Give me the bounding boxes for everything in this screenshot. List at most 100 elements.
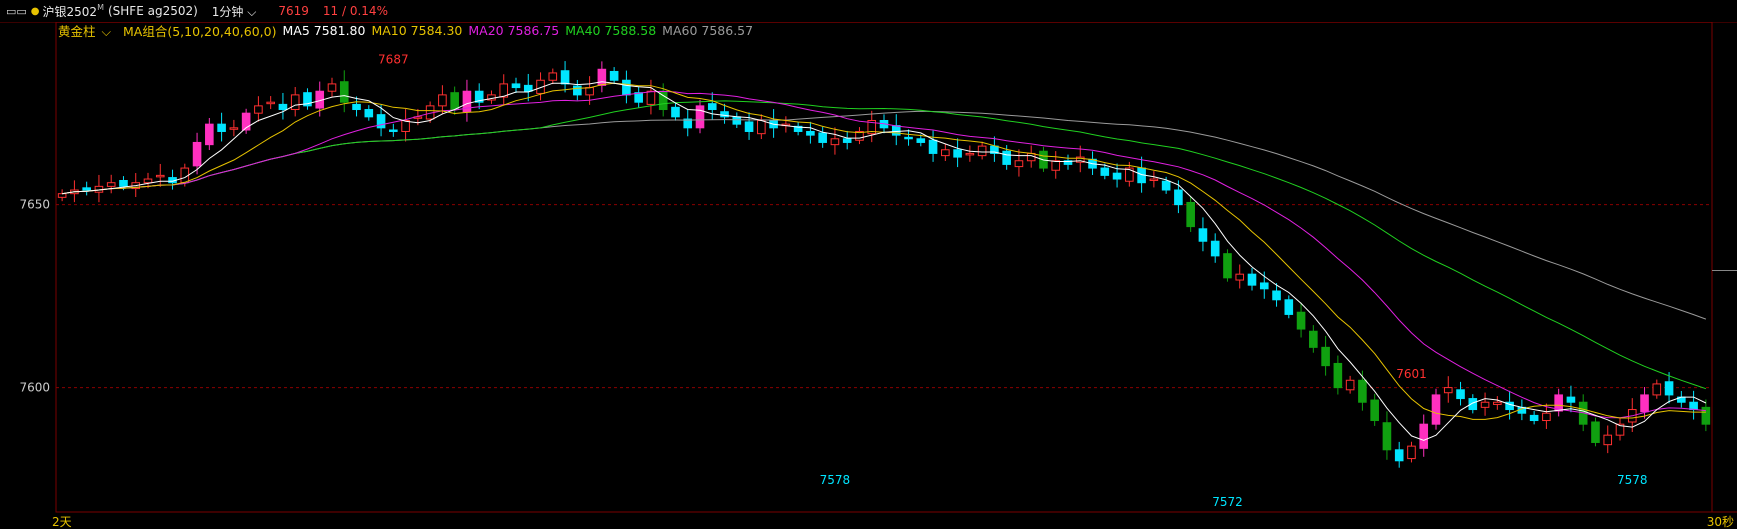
price-marker-label: 7578 <box>820 473 851 487</box>
candle-body <box>119 180 128 187</box>
candle-body <box>560 70 570 85</box>
candle-body <box>1309 330 1318 348</box>
ma-legend-ma5: MA5 7581.80 <box>282 22 366 38</box>
candle-body <box>462 90 472 113</box>
candle-body <box>855 130 864 141</box>
candle-body <box>1493 401 1502 405</box>
candle-body <box>217 123 226 132</box>
candle-body <box>241 112 251 131</box>
symbol-dot-icon: ● <box>30 5 40 17</box>
ma40-line <box>62 100 1707 390</box>
y-tick-label: 7650 <box>19 198 50 212</box>
candle-body <box>1615 423 1625 436</box>
candle-body <box>474 90 484 103</box>
candle-body <box>1100 167 1110 176</box>
period-label: 1分钟 <box>211 4 244 19</box>
candle-body <box>941 149 950 157</box>
period-selector[interactable]: 1分钟 ⌵ <box>212 3 257 20</box>
time-range-label: 2天 <box>52 515 72 529</box>
candle-body <box>744 121 754 132</box>
symbol-selector[interactable]: 沪银2502M <box>43 3 104 20</box>
candle-body <box>1174 189 1183 206</box>
candle-body <box>1554 394 1563 412</box>
ma-legend-ma60: MA60 7586.57 <box>662 22 754 38</box>
ma-legend-ma20: MA20 7586.75 <box>468 22 560 38</box>
candle-body <box>671 106 680 118</box>
candle-body <box>867 119 877 135</box>
candle-body <box>1382 422 1392 451</box>
candle-body <box>1701 406 1711 425</box>
candle-body <box>192 141 202 167</box>
candle-body <box>303 92 312 107</box>
candle-body <box>573 85 582 96</box>
candle-body <box>290 94 300 111</box>
candle-body <box>842 138 852 143</box>
candle-body <box>438 94 447 107</box>
candle-body <box>548 72 558 81</box>
symbol-name: 沪银2502 <box>42 4 98 19</box>
candle-body <box>916 138 926 143</box>
candle-body <box>597 68 607 86</box>
candlestick-chart[interactable]: 7650 7600 7687 7578 7572 7601 7578 2天 30秒 <box>0 22 1737 529</box>
candle-body <box>1652 383 1662 396</box>
candle-body <box>806 130 815 136</box>
price-marker-label: 7572 <box>1212 495 1243 509</box>
candle-body <box>1125 167 1134 182</box>
candle-body <box>830 138 840 146</box>
candle-body <box>1566 396 1576 403</box>
candle-body <box>1198 228 1208 242</box>
ma-group-label[interactable]: MA组合(5,10,20,40,60,0) <box>123 23 277 39</box>
candle-body <box>793 125 803 132</box>
candle-body <box>229 127 239 130</box>
candle-body <box>1259 282 1269 290</box>
candle-body <box>953 149 962 158</box>
candle-body <box>1603 434 1613 446</box>
chevron-down-icon: ⌵ <box>243 4 257 19</box>
candle-body <box>1505 401 1514 411</box>
candle-body <box>609 70 619 81</box>
ma10-line <box>62 82 1706 420</box>
candle-body <box>1026 152 1036 162</box>
candle-body <box>928 139 938 154</box>
chart-type-selector[interactable]: 黄金柱 ⌵ <box>58 21 117 40</box>
candle-body <box>1468 398 1478 411</box>
candle-body <box>1112 172 1122 180</box>
candle-body <box>1296 311 1306 330</box>
symbol-main-tag: M <box>97 2 104 12</box>
candle-body <box>1235 273 1245 281</box>
window-toggle-icon[interactable]: ▭▭ <box>6 4 27 18</box>
candle-body <box>1075 156 1085 163</box>
candle-body <box>1407 445 1416 460</box>
candle-body <box>965 152 975 156</box>
ma-legend-ma40: MA40 7588.58 <box>565 22 657 38</box>
price-marker-label: 7578 <box>1617 473 1648 487</box>
candle-body <box>352 103 361 111</box>
candle-body <box>646 90 656 105</box>
candle-body <box>143 178 153 184</box>
candle-body <box>1210 240 1220 257</box>
candle-body <box>1431 394 1441 425</box>
candle-body <box>1345 379 1355 391</box>
candle-body <box>536 79 545 94</box>
candle-body <box>1321 346 1330 367</box>
chevron-down-icon: ⌵ <box>101 23 111 39</box>
candle-body <box>1186 201 1195 228</box>
candle-body <box>511 83 521 89</box>
candle-body <box>1370 399 1379 422</box>
candle-body <box>1284 299 1294 315</box>
last-price: 7619 <box>278 4 309 18</box>
candle-body <box>695 105 705 129</box>
candle-body <box>1063 160 1073 165</box>
candle-body <box>376 114 386 129</box>
candle-body <box>401 119 410 132</box>
candle-body <box>1149 178 1159 182</box>
ma-values: MA5 7581.80 MA10 7584.30 MA20 7586.75 MA40 … <box>283 23 760 38</box>
candle-body <box>1664 381 1674 396</box>
ma5-line <box>62 81 1707 441</box>
candle-body <box>818 132 827 143</box>
ma60-line <box>62 110 1707 320</box>
candle-body <box>1443 387 1453 394</box>
candle-body <box>1223 253 1232 279</box>
candle-body <box>904 136 913 140</box>
candle-body <box>732 116 742 125</box>
